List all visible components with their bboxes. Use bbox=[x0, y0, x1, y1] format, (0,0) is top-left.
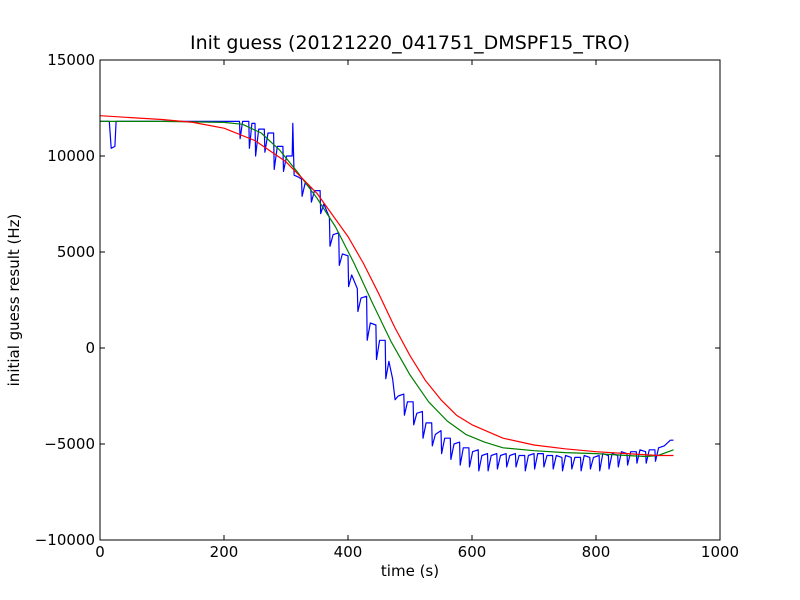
x-axis: 0 200 400 600 800 1000 bbox=[95, 60, 739, 561]
x-tick-label: 400 bbox=[334, 543, 363, 561]
x-tick-label: 200 bbox=[210, 543, 239, 561]
y-tick-label: 0 bbox=[85, 339, 95, 357]
series-line-3 bbox=[99, 115, 674, 457]
x-tick-label: 600 bbox=[458, 543, 487, 561]
series-line-2 bbox=[100, 120, 674, 458]
chart-title: Init guess (20121220_041751_DMSPF15_TRO) bbox=[190, 32, 630, 54]
series-layer bbox=[99, 115, 674, 472]
x-tick-label: 1000 bbox=[701, 543, 739, 561]
y-tick-label: 15000 bbox=[47, 51, 95, 69]
plot-frame bbox=[99, 59, 721, 541]
x-tick-label: 800 bbox=[582, 543, 611, 561]
plot-area bbox=[100, 60, 720, 540]
y-axis: −10000 −5000 0 5000 10000 15000 bbox=[35, 51, 720, 549]
y-tick-label: 5000 bbox=[57, 243, 95, 261]
y-tick-label: −5000 bbox=[44, 435, 95, 453]
y-tick-label: 10000 bbox=[47, 147, 95, 165]
y-axis-label: initial guess result (Hz) bbox=[5, 214, 23, 387]
series-line-1 bbox=[100, 120, 674, 472]
y-tick-label: −10000 bbox=[35, 531, 95, 549]
x-axis-label: time (s) bbox=[381, 562, 439, 580]
x-tick-label: 0 bbox=[95, 543, 105, 561]
